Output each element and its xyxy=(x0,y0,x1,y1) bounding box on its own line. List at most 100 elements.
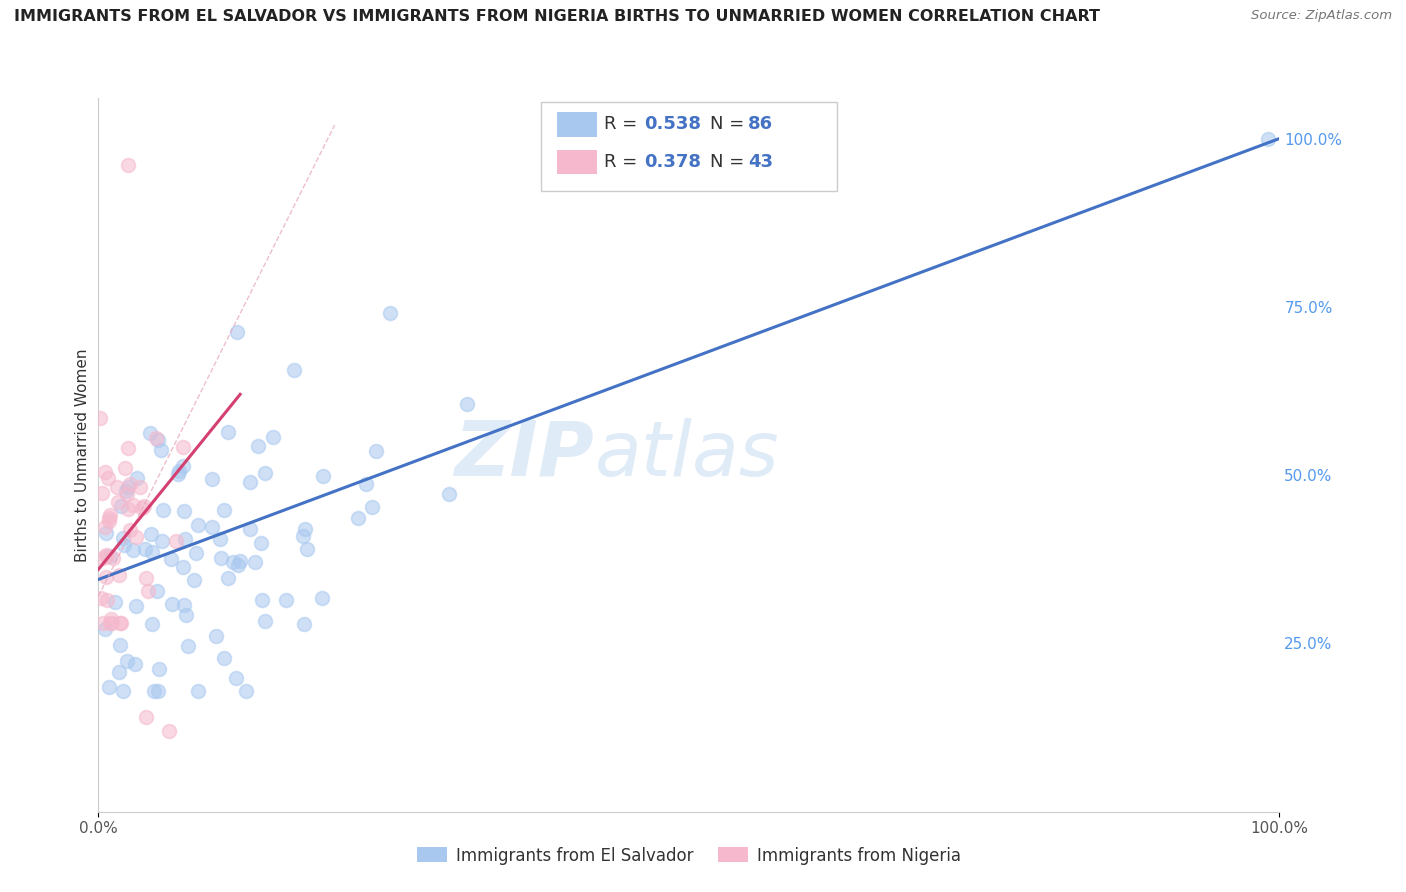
Text: 86: 86 xyxy=(748,115,773,133)
Point xyxy=(141,545,163,559)
Point xyxy=(91,616,114,631)
Point xyxy=(235,683,257,698)
Point xyxy=(94,520,117,534)
Point xyxy=(142,683,165,698)
Point xyxy=(135,710,157,724)
Point xyxy=(96,526,118,541)
Point xyxy=(135,572,157,586)
Point xyxy=(246,439,269,453)
Point xyxy=(152,533,174,548)
Point xyxy=(125,471,148,485)
Point xyxy=(160,597,183,611)
Point xyxy=(226,558,249,572)
Point xyxy=(209,550,232,565)
Point xyxy=(252,592,274,607)
Point xyxy=(112,683,135,698)
Text: N =: N = xyxy=(710,153,751,170)
Point xyxy=(222,556,245,570)
Point xyxy=(107,567,129,582)
Point xyxy=(120,476,142,491)
FancyBboxPatch shape xyxy=(557,112,596,136)
Text: 0.378: 0.378 xyxy=(644,153,702,170)
Point xyxy=(167,467,190,482)
Point xyxy=(96,549,118,563)
Point xyxy=(122,542,145,557)
Point xyxy=(118,523,141,537)
Point xyxy=(117,502,139,516)
Point xyxy=(139,426,162,441)
Point xyxy=(124,657,146,671)
Point xyxy=(439,486,461,500)
Point xyxy=(378,305,401,319)
Text: 0.538: 0.538 xyxy=(644,115,702,133)
Point xyxy=(112,538,135,552)
Point xyxy=(364,444,387,458)
Point xyxy=(361,500,384,514)
Point xyxy=(128,479,150,493)
Text: N =: N = xyxy=(710,115,751,133)
Point xyxy=(91,551,114,566)
Y-axis label: Births to Unmarried Women: Births to Unmarried Women xyxy=(75,348,90,562)
Point xyxy=(132,499,155,513)
Point xyxy=(456,397,478,411)
Point xyxy=(117,158,139,172)
Point xyxy=(150,442,173,457)
Point xyxy=(157,723,180,738)
Point xyxy=(172,560,194,574)
Text: R =: R = xyxy=(605,115,643,133)
Point xyxy=(177,639,200,653)
Text: Source: ZipAtlas.com: Source: ZipAtlas.com xyxy=(1251,9,1392,22)
Point xyxy=(98,616,121,631)
Point xyxy=(101,616,124,631)
Point xyxy=(90,486,112,500)
Point xyxy=(226,326,249,340)
Point xyxy=(208,532,231,546)
Point xyxy=(114,461,136,475)
Point xyxy=(94,548,117,562)
Point xyxy=(174,608,197,623)
Point xyxy=(174,532,197,546)
Point xyxy=(204,629,226,643)
Point xyxy=(263,430,285,444)
Point xyxy=(125,530,148,544)
Point xyxy=(125,599,148,614)
Point xyxy=(94,622,117,636)
Point xyxy=(239,522,262,536)
Point xyxy=(94,570,117,584)
Point xyxy=(148,683,170,698)
Point xyxy=(117,442,139,456)
Text: ZIP: ZIP xyxy=(454,418,595,491)
Point xyxy=(172,440,194,454)
Point xyxy=(97,471,120,485)
Point xyxy=(108,638,131,652)
Point xyxy=(94,465,117,479)
Point xyxy=(274,593,297,607)
Legend: Immigrants from El Salvador, Immigrants from Nigeria: Immigrants from El Salvador, Immigrants … xyxy=(411,840,967,871)
Point xyxy=(253,466,276,480)
Point xyxy=(249,536,271,550)
Point xyxy=(311,591,333,606)
Point xyxy=(229,554,252,568)
Point xyxy=(110,616,132,631)
Point xyxy=(217,571,239,585)
Point xyxy=(312,468,335,483)
Point xyxy=(110,499,132,513)
Point xyxy=(98,549,121,563)
Point xyxy=(173,598,195,612)
Text: R =: R = xyxy=(605,153,643,170)
Point xyxy=(201,472,224,486)
Text: atlas: atlas xyxy=(595,418,779,491)
Point xyxy=(97,680,120,694)
Point xyxy=(184,546,207,560)
Point xyxy=(354,477,377,491)
Point xyxy=(148,661,170,675)
FancyBboxPatch shape xyxy=(557,150,596,175)
Point xyxy=(239,475,262,490)
Point xyxy=(122,498,145,512)
Point xyxy=(165,533,187,548)
Point xyxy=(139,527,162,541)
Point xyxy=(114,483,136,498)
Point xyxy=(97,511,120,525)
Point xyxy=(173,503,195,517)
FancyBboxPatch shape xyxy=(541,102,837,191)
